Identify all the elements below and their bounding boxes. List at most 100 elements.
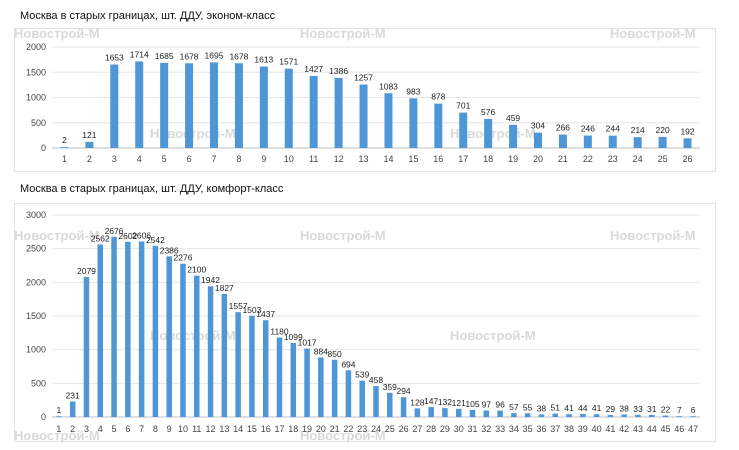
data-label: 1571 bbox=[279, 57, 298, 67]
x-tick-label: 3 bbox=[84, 424, 89, 434]
bar bbox=[276, 337, 283, 417]
x-tick-label: 17 bbox=[458, 154, 468, 164]
data-label: 2606 bbox=[132, 231, 151, 241]
x-tick-label: 19 bbox=[508, 154, 518, 164]
bar bbox=[607, 415, 614, 417]
bar bbox=[658, 136, 667, 148]
x-tick-label: 34 bbox=[509, 424, 519, 434]
data-label: 539 bbox=[355, 370, 369, 380]
x-tick-label: 14 bbox=[233, 424, 243, 434]
x-tick-label: 12 bbox=[334, 154, 344, 164]
y-tick-label: 500 bbox=[31, 378, 46, 388]
data-label: 983 bbox=[406, 86, 420, 96]
x-tick-label: 25 bbox=[658, 154, 668, 164]
data-label: 2386 bbox=[160, 245, 179, 255]
x-tick-label: 22 bbox=[583, 154, 593, 164]
data-label: 2079 bbox=[77, 266, 96, 276]
x-tick-label: 6 bbox=[187, 154, 192, 164]
data-label: 2 bbox=[62, 135, 67, 145]
watermark-text: Новострой-М bbox=[450, 328, 536, 343]
x-tick-label: 32 bbox=[481, 424, 491, 434]
bar bbox=[566, 414, 572, 417]
x-tick-label: 39 bbox=[578, 424, 588, 434]
data-label: 701 bbox=[456, 101, 470, 111]
x-tick-label: 1 bbox=[62, 154, 67, 164]
data-label: 2100 bbox=[187, 265, 206, 275]
x-tick-label: 22 bbox=[343, 424, 353, 434]
bar bbox=[484, 118, 493, 148]
data-label: 96 bbox=[495, 400, 505, 410]
data-label: 2676 bbox=[105, 226, 124, 236]
y-tick-label: 2000 bbox=[26, 277, 46, 287]
x-tick-label: 17 bbox=[274, 424, 284, 434]
x-tick-label: 10 bbox=[284, 154, 294, 164]
x-tick-label: 28 bbox=[426, 424, 436, 434]
x-tick-label: 35 bbox=[523, 424, 533, 434]
data-label: 29 bbox=[606, 404, 616, 414]
bar bbox=[359, 84, 368, 148]
data-label: 121 bbox=[82, 130, 96, 140]
bar bbox=[135, 61, 144, 148]
data-label: 41 bbox=[564, 403, 574, 413]
data-label: 1083 bbox=[379, 81, 398, 91]
bar bbox=[583, 135, 592, 148]
bar bbox=[509, 124, 518, 148]
x-tick-label: 13 bbox=[359, 154, 369, 164]
data-label: 220 bbox=[656, 125, 670, 135]
data-label: 6 bbox=[691, 405, 696, 415]
bar bbox=[318, 357, 324, 417]
x-tick-label: 4 bbox=[137, 154, 142, 164]
data-label: 1386 bbox=[329, 66, 348, 76]
data-label: 121 bbox=[452, 398, 466, 408]
data-label: 7 bbox=[677, 405, 682, 415]
x-tick-label: 15 bbox=[408, 154, 418, 164]
x-tick-label: 23 bbox=[608, 154, 618, 164]
bar bbox=[662, 415, 669, 417]
x-tick-label: 7 bbox=[139, 424, 144, 434]
x-tick-label: 6 bbox=[125, 424, 130, 434]
data-label: 2562 bbox=[91, 233, 110, 243]
data-label: 1695 bbox=[205, 50, 224, 60]
bar bbox=[608, 135, 617, 148]
chart-2-frame bbox=[14, 203, 716, 442]
watermark-text: Новострой-М bbox=[14, 228, 100, 243]
x-tick-label: 24 bbox=[371, 424, 381, 434]
data-label: 1257 bbox=[354, 73, 373, 83]
x-tick-label: 38 bbox=[564, 424, 574, 434]
y-tick-label: 1000 bbox=[26, 93, 46, 103]
bar bbox=[111, 236, 117, 417]
bar bbox=[309, 75, 318, 148]
x-tick-label: 40 bbox=[592, 424, 602, 434]
data-label: 33 bbox=[633, 404, 643, 414]
x-tick-label: 2 bbox=[70, 424, 75, 434]
data-label: 1 bbox=[57, 405, 62, 415]
y-tick-label: 0 bbox=[41, 143, 46, 153]
bar bbox=[511, 413, 517, 417]
x-tick-label: 18 bbox=[483, 154, 493, 164]
x-tick-label: 12 bbox=[206, 424, 216, 434]
data-label: 244 bbox=[606, 124, 620, 134]
data-label: 1503 bbox=[242, 305, 261, 315]
x-tick-label: 41 bbox=[605, 424, 615, 434]
x-tick-label: 11 bbox=[309, 154, 318, 164]
bar bbox=[538, 414, 545, 417]
watermark-text: Новострой-М bbox=[610, 26, 696, 41]
data-label: 231 bbox=[66, 390, 80, 400]
data-label: 44 bbox=[578, 403, 588, 413]
data-label: 38 bbox=[537, 403, 547, 413]
x-tick-label: 27 bbox=[412, 424, 422, 434]
x-tick-label: 10 bbox=[178, 424, 188, 434]
x-tick-label: 46 bbox=[674, 424, 684, 434]
bar bbox=[384, 93, 393, 148]
chart-2-title: Москва в старых границах, шт. ДДУ, комфо… bbox=[20, 183, 284, 195]
x-tick-label: 4 bbox=[98, 424, 103, 434]
data-label: 128 bbox=[410, 397, 424, 407]
y-tick-label: 1500 bbox=[26, 67, 46, 77]
bar bbox=[524, 413, 531, 417]
data-label: 214 bbox=[631, 125, 645, 135]
x-tick-label: 24 bbox=[633, 154, 643, 164]
x-tick-label: 37 bbox=[550, 424, 560, 434]
x-tick-label: 20 bbox=[533, 154, 543, 164]
data-label: 1180 bbox=[270, 327, 289, 337]
